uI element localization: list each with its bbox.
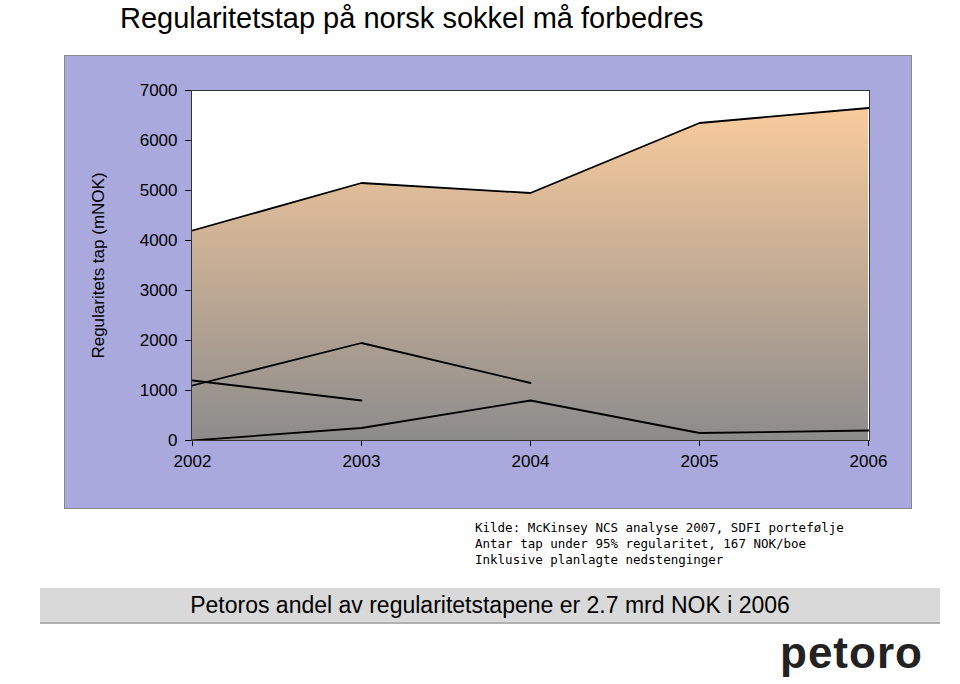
svg-text:2002: 2002 [174, 452, 212, 471]
svg-text:2005: 2005 [681, 452, 719, 471]
svg-text:1000: 1000 [140, 381, 178, 400]
svg-text:6000: 6000 [140, 131, 178, 150]
svg-text:4000: 4000 [140, 231, 178, 250]
html-text:Inklusive planlagte nedstengin: Inklusive planlagte nedstenginger [475, 552, 724, 567]
html-text:petoro: petoro [780, 628, 923, 677]
html-text:Kilde: McKinsey NCS analyse 20: Kilde: McKinsey NCS analyse 2007, SDFI p… [475, 520, 844, 535]
svg-text:Regularitets tap (mNOK): Regularitets tap (mNOK) [89, 172, 108, 358]
html-text:Petoros andel av regularitetst: Petoros andel av regularitetstapene er 2… [190, 592, 790, 618]
svg-text:2003: 2003 [343, 452, 381, 471]
svg-text:2006: 2006 [850, 452, 888, 471]
html-text:Regularitetstap på norsk sokke: Regularitetstap på norsk sokkel må forbe… [120, 2, 704, 34]
html-text:Antar tap under 95% regularite: Antar tap under 95% regularitet, 167 NOK… [475, 536, 807, 551]
svg-text:0: 0 [168, 431, 177, 450]
svg-text:5000: 5000 [140, 181, 178, 200]
svg-text:2000: 2000 [140, 331, 178, 350]
svg-text:7000: 7000 [140, 81, 178, 100]
svg-text:2004: 2004 [512, 452, 550, 471]
svg-text:3000: 3000 [140, 281, 178, 300]
